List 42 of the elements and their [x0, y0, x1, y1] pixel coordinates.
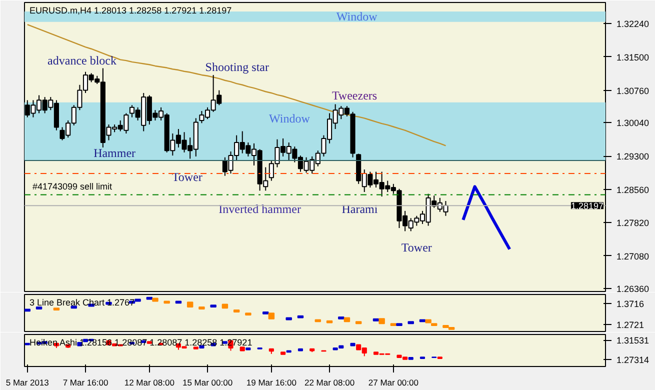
annotation: Inverted hammer	[218, 202, 301, 216]
ref-line-label: 1.28197	[570, 201, 604, 212]
y-tick-label: 1.27314	[616, 354, 650, 365]
chart-title: EURUSD.m,H4 1.28013 1.28258 1.27921 1.28197	[30, 6, 232, 16]
annotation: Tweezers	[332, 88, 378, 102]
x-tick-label: 27 Mar 00:00	[368, 378, 419, 388]
annotation: Window	[336, 10, 378, 24]
x-tick-label: 19 Mar 16:00	[246, 378, 297, 388]
y-tick-label: 1.28560	[616, 184, 650, 195]
x-tick-label: 7 Mar 16:00	[62, 378, 108, 388]
annotation: Shooting star	[205, 60, 269, 74]
y-tick-label: 1.26360	[616, 284, 650, 294]
y-tick-label: 1.2721	[616, 320, 644, 330]
x-tick-label: 12 Mar 08:00	[124, 378, 175, 388]
y-tick-label: 1.29300	[616, 152, 650, 162]
x-tick-label: 15 Mar 00:00	[182, 378, 233, 388]
y-tick-label: 1.32240	[616, 19, 650, 30]
ref-line-label: #41743099 sell limit	[32, 182, 113, 192]
y-tick-label: 1.31500	[616, 52, 650, 62]
annotation: Tower	[172, 170, 202, 184]
x-tick-label: 22 Mar 08:00	[304, 378, 355, 388]
bar	[378, 318, 385, 324]
annotation: advance block	[48, 53, 117, 68]
annotation: Tower	[401, 240, 432, 254]
y-tick-label: 1.31531	[616, 336, 650, 346]
y-tick-label: 1.27820	[616, 218, 650, 228]
y-tick-label: 1.27080	[616, 251, 650, 262]
annotation: Hammer	[94, 146, 136, 160]
bar	[152, 298, 158, 302]
bar	[222, 304, 228, 309]
line-series	[462, 185, 512, 251]
bar	[268, 312, 275, 320]
annotation: Harami	[342, 202, 378, 216]
y-tick-label: 1.3716	[616, 298, 644, 309]
line-series	[26, 24, 446, 146]
y-tick-label: 1.30760	[616, 86, 650, 96]
x-tick-label: 5 Mar 2013	[6, 378, 50, 388]
bar	[344, 317, 350, 322]
chart-title: 3 Line Break Chart 1.2767	[30, 298, 135, 308]
bar	[186, 302, 194, 308]
y-tick-label: 1.30040	[616, 118, 650, 128]
annotation: Window	[269, 111, 310, 126]
